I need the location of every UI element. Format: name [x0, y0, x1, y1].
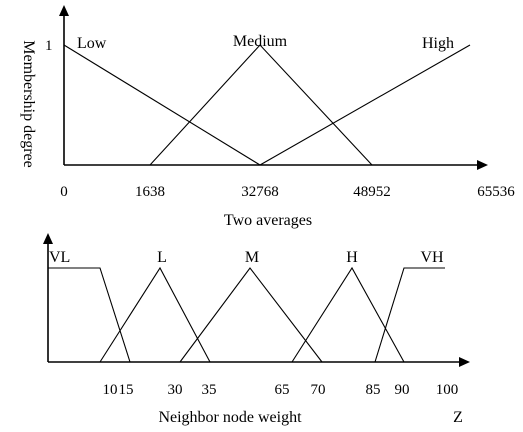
- bottom-series-line-vl: [48, 267, 131, 363]
- bottom-series-label-vh: VH: [420, 249, 444, 266]
- bottom-x-axis-arrow: [459, 357, 470, 367]
- top-chart: 1 Membership degree Low Medium High 0 16…: [20, 5, 515, 229]
- bottom-x-tick-90: 90: [395, 382, 410, 398]
- bottom-x-tick-85: 85: [366, 382, 381, 398]
- top-x-tick-1638: 1638: [135, 184, 165, 200]
- top-series-line-low: [63, 44, 261, 166]
- bottom-x-tick-10: 10: [103, 382, 118, 398]
- top-x-tick-32768: 32768: [241, 184, 279, 200]
- bottom-y-axis-arrow: [43, 233, 53, 244]
- bottom-series-lines: [48, 266, 445, 363]
- bottom-series-label-m: M: [245, 249, 259, 266]
- bottom-series-line-h: [291, 266, 405, 363]
- top-x-tick-65536: 65536: [477, 184, 515, 200]
- bottom-series-label-vl: VL: [49, 249, 70, 266]
- top-series-lines: [63, 44, 471, 166]
- top-x-tick-48952: 48952: [353, 184, 391, 200]
- bottom-series-line-l: [99, 266, 211, 363]
- bottom-series-label-l: L: [157, 249, 167, 266]
- bottom-x-tick-70: 70: [311, 382, 326, 398]
- top-y-axis-label: Membership degree: [20, 40, 37, 168]
- top-series-label-medium: Medium: [233, 33, 288, 50]
- bottom-x-tick-15: 15: [119, 382, 134, 398]
- top-y-axis-arrow: [59, 5, 69, 16]
- bottom-x-axis-label: Neighbor node weight: [158, 409, 302, 426]
- top-series-label-low: Low: [77, 35, 107, 52]
- top-x-axis-label: Two averages: [224, 212, 312, 229]
- top-series-line-medium: [149, 44, 373, 166]
- bottom-series-label-h: H: [346, 249, 358, 266]
- top-series-line-high: [259, 44, 471, 166]
- top-y-tick-1: 1: [45, 38, 53, 54]
- bottom-series-line-m: [179, 267, 323, 363]
- bottom-axis-end-label: Z: [453, 409, 463, 426]
- top-x-axis-arrow: [477, 160, 488, 170]
- top-series-label-high: High: [422, 35, 454, 52]
- bottom-x-tick-100: 100: [436, 382, 459, 398]
- bottom-chart: VL L M H VH 10 15 30 35 65 70 85 90 100 …: [43, 233, 470, 426]
- bottom-x-tick-35: 35: [202, 382, 217, 398]
- bottom-x-tick-30: 30: [168, 382, 183, 398]
- bottom-series-line-vh: [374, 267, 445, 363]
- top-x-tick-0: 0: [60, 184, 68, 200]
- bottom-x-tick-65: 65: [275, 382, 290, 398]
